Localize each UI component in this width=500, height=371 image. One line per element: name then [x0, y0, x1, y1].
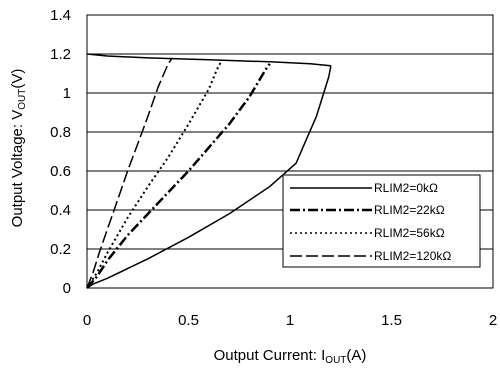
x-tick-label: 0 — [83, 312, 91, 329]
y-axis-title-main: Output Voltage: V — [9, 110, 26, 228]
x-tick-label: 2 — [489, 312, 497, 329]
x-tick-label: 1 — [286, 312, 294, 329]
series-layer — [86, 53, 332, 289]
x-axis-title: Output Current: IOUT(A) — [214, 347, 367, 366]
y-axis-title-unit: (V) — [9, 69, 26, 89]
y-tick-label: 0 — [63, 280, 71, 297]
x-tick-label: 0.5 — [178, 312, 199, 329]
y-tick-label: 0.8 — [50, 124, 71, 141]
series-line-0 — [86, 53, 332, 289]
y-tick-label: 1 — [63, 85, 71, 102]
x-axis-title-unit: (A) — [346, 347, 366, 364]
x-axis-title-main: Output Current: I — [214, 347, 326, 364]
legend: RLIM2=0kΩ RLIM2=22kΩ RLIM2=56kΩ RLIM2=12… — [282, 174, 481, 268]
y-tick-label: 1.2 — [50, 46, 71, 63]
legend-label-3: RLIM2=120kΩ — [374, 249, 451, 263]
legend-label-2: RLIM2=56kΩ — [374, 226, 445, 240]
legend-label-0: RLIM2=0kΩ — [374, 181, 438, 195]
y-tick-label: 0.2 — [50, 241, 71, 258]
x-axis-title-sub: OUT — [325, 355, 346, 366]
x-tick-labels: 0 0.5 1 1.5 2 — [83, 312, 497, 329]
y-tick-label: 1.4 — [50, 7, 71, 24]
series-line-2 — [86, 61, 222, 289]
legend-box — [282, 174, 481, 268]
x-tick-label: 1.5 — [381, 312, 402, 329]
y-axis-title: Output Voltage: VOUT(V) — [9, 69, 28, 228]
plot-area — [86, 14, 494, 289]
y-tick-label: 0.6 — [50, 163, 71, 180]
legend-label-1: RLIM2=22kΩ — [374, 203, 445, 217]
series-line-1 — [86, 63, 271, 289]
series-line-3 — [86, 57, 173, 289]
y-axis-title-sub: OUT — [17, 89, 28, 110]
y-tick-label: 0.4 — [50, 202, 71, 219]
y-tick-labels: 0 0.2 0.4 0.6 0.8 1 1.2 1.4 — [50, 7, 71, 297]
